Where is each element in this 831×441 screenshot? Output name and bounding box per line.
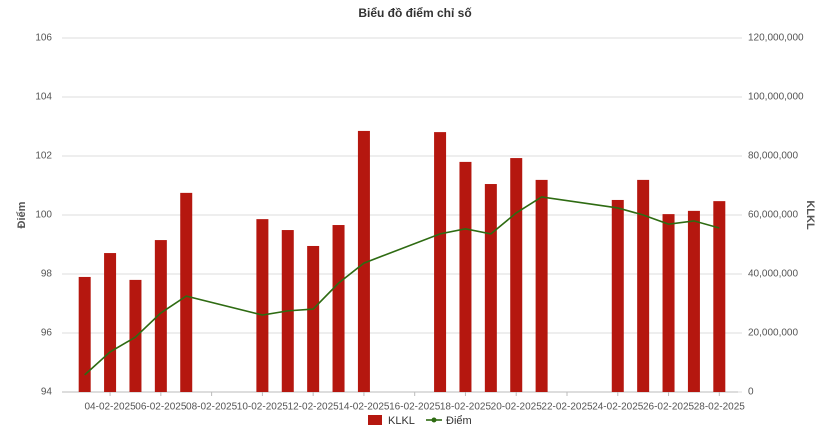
bar xyxy=(180,192,193,392)
y-tick-label: 100 xyxy=(35,210,52,221)
bar xyxy=(256,219,269,392)
x-tick-label: 16-02-2025 xyxy=(389,402,441,413)
bar xyxy=(307,245,320,392)
y-tick-label: 102 xyxy=(35,151,52,162)
bar xyxy=(611,199,624,392)
x-tick-label: 08-02-2025 xyxy=(186,402,238,413)
legend-label: Điểm xyxy=(446,415,472,427)
bar xyxy=(713,201,726,392)
chart-title: Biểu đồ điểm chỉ số xyxy=(358,6,471,20)
x-tick-label: 14-02-2025 xyxy=(338,402,390,413)
x-tick-label: 04-02-2025 xyxy=(84,402,136,413)
bar xyxy=(662,214,675,392)
y2-tick-label: 40,000,000 xyxy=(748,269,798,280)
y-tick-label: 104 xyxy=(35,92,52,103)
x-tick-label: 18-02-2025 xyxy=(440,402,492,413)
x-tick-label: 10-02-2025 xyxy=(237,402,289,413)
y2-tick-label: 20,000,000 xyxy=(748,328,798,339)
y2-tick-label: 0 xyxy=(748,387,754,398)
bar xyxy=(687,210,700,392)
bar xyxy=(332,225,345,392)
bar xyxy=(484,184,497,392)
bar xyxy=(637,179,650,392)
legend-swatch xyxy=(368,415,382,425)
legend-swatch-dot xyxy=(431,417,437,423)
y2-tick-label: 80,000,000 xyxy=(748,151,798,162)
bar xyxy=(154,240,167,392)
x-tick-label: 20-02-2025 xyxy=(491,402,543,413)
x-tick-label: 12-02-2025 xyxy=(288,402,340,413)
line xyxy=(84,196,720,376)
y2-tick-label: 100,000,000 xyxy=(748,92,804,103)
y2-axis-title: KLKL xyxy=(804,200,816,230)
x-tick-label: 28-02-2025 xyxy=(694,402,746,413)
y-tick-label: 96 xyxy=(41,328,53,339)
bar xyxy=(357,130,370,393)
legend-label: KLKL xyxy=(388,415,415,427)
y-axis-title: Điểm xyxy=(16,201,28,228)
bar xyxy=(510,158,523,392)
x-tick-label: 22-02-2025 xyxy=(541,402,593,413)
bar xyxy=(129,279,142,392)
y2-tick-label: 120,000,000 xyxy=(748,33,804,44)
bar xyxy=(104,253,117,392)
x-tick-label: 24-02-2025 xyxy=(592,402,644,413)
x-tick-label: 06-02-2025 xyxy=(135,402,187,413)
x-tick-label: 26-02-2025 xyxy=(643,402,695,413)
y-tick-label: 106 xyxy=(35,33,52,44)
y-tick-label: 94 xyxy=(41,387,53,398)
bar xyxy=(535,179,548,392)
bar xyxy=(434,132,447,393)
bar xyxy=(78,276,91,392)
bar xyxy=(459,161,472,392)
y2-tick-label: 60,000,000 xyxy=(748,210,798,221)
y-tick-label: 98 xyxy=(41,269,53,280)
